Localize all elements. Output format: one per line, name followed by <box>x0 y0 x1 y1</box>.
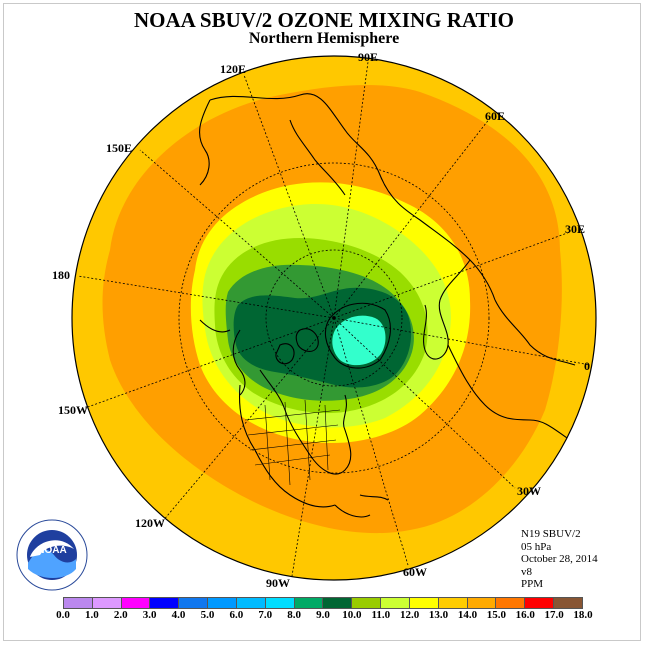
legend-tick-label: 13.0 <box>428 609 449 621</box>
lon-label-150w: 150W <box>58 403 88 417</box>
legend-swatch <box>92 598 122 608</box>
date-label: October 28, 2014 <box>521 553 598 565</box>
lon-label-180: 180 <box>52 268 70 282</box>
lon-label-120w: 120W <box>135 516 165 530</box>
legend-swatch <box>352 598 382 608</box>
legend-tick-label: 1.0 <box>85 609 99 621</box>
color-legend-labels: 0.0 1.0 2.0 3.0 4.0 5.0 6.0 7.0 8.0 9.0 10.0 11.0 12… <box>56 609 593 625</box>
legend-swatch <box>265 598 295 608</box>
pressure-level: 05 hPa <box>521 540 552 553</box>
legend-swatch <box>554 598 582 608</box>
lon-label-150e: 150E <box>106 141 132 155</box>
graticule <box>77 61 591 577</box>
legend-swatch <box>467 598 497 608</box>
legend-swatch <box>496 598 526 608</box>
legend-tick-label: 11.0 <box>371 609 391 621</box>
legend-tick-label: 16.0 <box>515 609 535 621</box>
logo-text: NOAA <box>37 545 66 556</box>
legend-swatch <box>409 598 439 608</box>
ozone-band-cyan <box>332 315 386 366</box>
legend-tick-label: 17.0 <box>544 609 564 621</box>
legend-swatch <box>150 598 180 608</box>
units-label: PPM <box>521 578 544 590</box>
lon-label-30w: 30W <box>517 484 541 498</box>
lon-label-120e: 120E <box>220 62 246 76</box>
instrument-label: N19 SBUV/2 <box>521 528 581 540</box>
legend-swatch <box>236 598 266 608</box>
color-legend <box>63 597 583 609</box>
legend-tick-label: 15.0 <box>486 609 506 621</box>
map-title: NOAA SBUV/2 OZONE MIXING RATIO <box>134 8 514 32</box>
map-border <box>71 55 597 581</box>
legend-tick-label: 6.0 <box>229 609 244 621</box>
us-state-grid <box>244 399 341 486</box>
legend-tick-label: 3.0 <box>142 609 157 621</box>
legend-tick-label: 5.0 <box>200 609 215 621</box>
legend-tick-label: 7.0 <box>258 609 273 621</box>
legend-tick-label: 2.0 <box>113 609 128 621</box>
lon-label-60e: 60E <box>485 109 505 123</box>
coastlines <box>199 93 576 518</box>
lon-label-0: 0 <box>584 359 590 373</box>
legend-tick-label: 12.0 <box>400 609 420 621</box>
map-subtitle: Northern Hemisphere <box>248 30 400 47</box>
version-label: v8 <box>521 565 532 578</box>
legend-swatch <box>381 598 410 608</box>
legend-tick-label: 8.0 <box>287 609 301 621</box>
lon-label-60w: 60W <box>403 565 427 579</box>
info-block: N19 SBUV/2 05 hPa October 28, 2014 v8 PP… <box>521 528 598 591</box>
lon-label-90w: 90W <box>266 576 290 590</box>
legend-tick-label: 14.0 <box>457 609 478 621</box>
legend-swatch <box>121 598 151 608</box>
legend-swatch <box>179 598 209 608</box>
legend-tick-label: 9.0 <box>316 609 330 621</box>
legend-swatch <box>294 598 324 608</box>
lon-label-90e: 90E <box>358 50 378 64</box>
lon-label-30e: 30E <box>565 222 585 236</box>
legend-tick-label: 18.0 <box>573 609 593 621</box>
legend-swatch <box>438 598 468 608</box>
legend-swatch <box>64 598 93 608</box>
legend-tick-label: 0.0 <box>56 609 70 621</box>
legend-swatch <box>323 598 353 608</box>
legend-tick-label: 10.0 <box>342 609 362 621</box>
noaa-logo-icon: NOAA <box>16 519 88 591</box>
legend-swatch <box>208 598 237 608</box>
legend-swatch <box>525 598 555 608</box>
legend-tick-label: 4.0 <box>171 609 186 621</box>
